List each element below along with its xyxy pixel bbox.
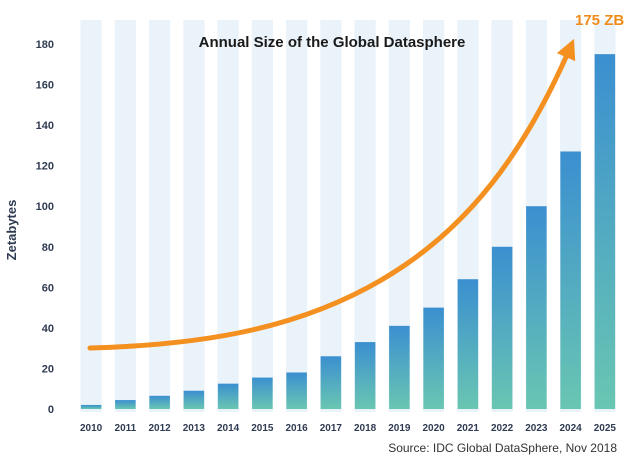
x-tick-label: 2015 bbox=[251, 423, 274, 434]
bar-2011 bbox=[115, 400, 136, 409]
x-tick-label: 2023 bbox=[525, 423, 548, 434]
bar-2019 bbox=[389, 325, 410, 409]
y-tick-label: 160 bbox=[36, 80, 54, 92]
column-band bbox=[149, 20, 171, 412]
bar-2017 bbox=[320, 356, 342, 409]
x-tick-label: 2024 bbox=[560, 423, 583, 434]
column-band bbox=[183, 20, 205, 412]
column-band bbox=[251, 20, 273, 412]
annotation-label: 175 ZB bbox=[575, 12, 624, 29]
y-tick-label: 40 bbox=[42, 323, 54, 335]
bar-2014 bbox=[217, 383, 239, 409]
source-note: Source: IDC Global DataSphere, Nov 2018 bbox=[388, 441, 617, 455]
column-band bbox=[217, 20, 239, 412]
chart-title: Annual Size of the Global Datasphere bbox=[199, 34, 466, 51]
bar-2018 bbox=[354, 342, 376, 409]
x-tick-label: 2021 bbox=[457, 423, 480, 434]
x-tick-label: 2022 bbox=[491, 423, 514, 434]
y-tick-label: 60 bbox=[42, 282, 54, 294]
column-band bbox=[80, 20, 102, 412]
x-tick-label: 2019 bbox=[388, 423, 411, 434]
bars bbox=[80, 54, 616, 410]
trend-arrow bbox=[87, 38, 576, 351]
column-band bbox=[388, 20, 410, 412]
bar-2010 bbox=[80, 404, 102, 409]
bar-2012 bbox=[149, 395, 170, 409]
y-tick-label: 20 bbox=[42, 363, 54, 375]
y-tick-label: 0 bbox=[48, 404, 54, 416]
y-tick-label: 140 bbox=[36, 120, 54, 132]
x-tick-label: 2012 bbox=[149, 423, 172, 434]
bar-2015 bbox=[252, 377, 273, 409]
x-tick-label: 2013 bbox=[183, 423, 206, 434]
bar-2013 bbox=[183, 390, 205, 409]
x-tick-label: 2018 bbox=[354, 423, 377, 434]
bar-2022 bbox=[491, 246, 513, 409]
x-axis-ticks: 2010 2011 2012 2013 2014 2015 2016 2017 2018 2019… bbox=[80, 423, 616, 434]
x-tick-label: 2011 bbox=[115, 423, 137, 434]
bar-2021 bbox=[457, 279, 479, 409]
bar-2016 bbox=[286, 372, 307, 409]
x-tick-label: 2010 bbox=[80, 423, 103, 434]
column-band bbox=[286, 20, 308, 412]
y-tick-label: 120 bbox=[36, 161, 54, 173]
y-tick-label: 100 bbox=[36, 201, 54, 213]
x-tick-label: 2017 bbox=[320, 423, 343, 434]
y-tick-label: 180 bbox=[36, 39, 54, 51]
bar-2020 bbox=[423, 307, 444, 409]
x-tick-label: 2025 bbox=[594, 423, 617, 434]
x-tick-label: 2016 bbox=[286, 423, 309, 434]
bar-2024 bbox=[560, 151, 581, 409]
column-band bbox=[354, 20, 376, 412]
y-axis-ticks: 0 20 40 60 80 100 120 140 160 180 bbox=[36, 39, 54, 416]
column-band bbox=[320, 20, 342, 412]
y-axis-title: Zetabytes bbox=[4, 200, 19, 261]
y-tick-label: 80 bbox=[42, 242, 54, 254]
x-tick-label: 2020 bbox=[423, 423, 446, 434]
bar-2023 bbox=[526, 206, 547, 409]
bar-2025 bbox=[594, 54, 616, 410]
column-band bbox=[114, 20, 136, 412]
x-tick-label: 2014 bbox=[217, 423, 240, 434]
